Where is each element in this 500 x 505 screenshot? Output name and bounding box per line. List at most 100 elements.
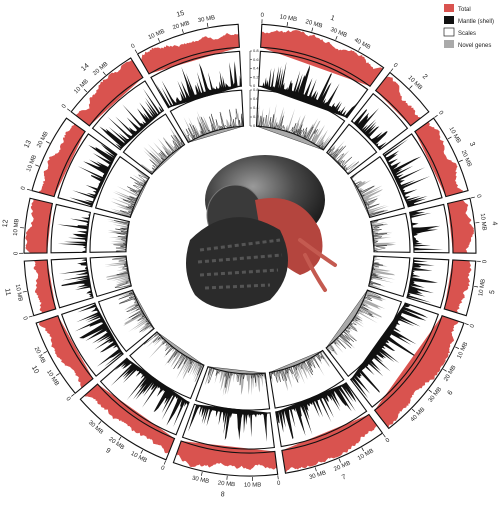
- tick-mark: [409, 86, 412, 89]
- tick-label: 0: [64, 396, 71, 403]
- tick-mark: [43, 351, 47, 353]
- novel-genes-track: [112, 290, 154, 333]
- tick-mark: [455, 347, 459, 349]
- legend-swatch: [444, 28, 454, 36]
- tick-mark: [429, 390, 432, 392]
- tick-label: 10 MB: [279, 14, 297, 23]
- tick-mark: [141, 450, 143, 454]
- tick-label: 20 MB: [172, 20, 190, 31]
- tick-mark: [434, 115, 437, 117]
- tick-mark: [56, 373, 59, 375]
- legend-label: Scales: [458, 31, 476, 37]
- tick-mark: [359, 47, 361, 51]
- tick-label: 30 MB: [329, 27, 347, 39]
- tick-label: 10 MB: [130, 451, 148, 464]
- tick-mark: [339, 459, 341, 463]
- tick-label: 10 MB: [478, 279, 487, 297]
- chromosome-label: 6: [447, 389, 455, 396]
- tick-label: 10 MB: [26, 154, 38, 172]
- tick-mark: [29, 316, 33, 317]
- mantle-track: [407, 258, 444, 303]
- track-frame: [376, 72, 429, 125]
- total-track: [177, 441, 277, 470]
- chromosome-label: 7: [341, 474, 347, 482]
- tick-label: 10 MB: [448, 126, 462, 144]
- novel-genes-track: [110, 168, 149, 217]
- tick-label: 0: [470, 323, 477, 329]
- tick-mark: [84, 89, 87, 92]
- tick-mark: [182, 29, 183, 33]
- tick-mark: [465, 323, 469, 324]
- tick-mark: [336, 36, 338, 40]
- tick-mark: [474, 286, 478, 287]
- tick-mark: [312, 28, 313, 32]
- mantle-track: [57, 212, 90, 252]
- tick-label: 10 MB: [148, 29, 166, 41]
- total-track: [84, 384, 175, 453]
- chromosome-label: 4: [491, 221, 498, 226]
- axis-label: 0.6: [253, 96, 259, 101]
- total-track: [34, 260, 56, 313]
- tick-label: 10 MB: [357, 448, 375, 462]
- tick-label: 0: [160, 465, 166, 472]
- axis-label: 0.6: [253, 57, 259, 62]
- tick-mark: [391, 69, 393, 72]
- legend-label: Mantle (shell): [458, 19, 494, 25]
- axis-label: 0.8: [253, 48, 259, 53]
- tick-mark: [412, 409, 415, 412]
- chromosome-label: 11: [3, 288, 11, 296]
- tick-mark: [119, 437, 121, 440]
- tick-label: 30 MB: [87, 420, 104, 436]
- tick-mark: [27, 189, 31, 190]
- tick-label: 20 MB: [33, 346, 46, 364]
- tick-mark: [287, 22, 288, 26]
- tick-label: 0: [130, 43, 136, 50]
- tick-label: 10 MB: [479, 213, 487, 231]
- tick-mark: [443, 369, 446, 371]
- total-track: [141, 33, 239, 74]
- novel-genes-track: [146, 332, 204, 382]
- legend: Total Mantle (shell) Scales Novel genes: [444, 4, 494, 49]
- chromosome-label: 3: [468, 141, 476, 148]
- tick-mark: [46, 141, 50, 143]
- chromosome-label: 13: [23, 139, 33, 149]
- chromosome: 010 MB2: [327, 62, 429, 174]
- chromosome-label: 2: [421, 73, 429, 81]
- tick-label: 10 MB: [457, 341, 470, 359]
- chromosome-label: 8: [220, 491, 225, 498]
- tick-label: 20 MB: [217, 481, 235, 489]
- tick-label: 0: [482, 259, 488, 263]
- axis-label: 0.8: [253, 87, 259, 92]
- novel-genes-track: [104, 256, 131, 288]
- tick-label: 30 MB: [198, 15, 216, 24]
- tick-label: 10 MB: [14, 284, 23, 302]
- tick-mark: [23, 291, 27, 292]
- legend-swatch: [444, 4, 454, 12]
- tick-label: 40 MB: [353, 37, 371, 51]
- tick-label: 0: [475, 194, 482, 199]
- tick-mark: [459, 160, 463, 162]
- tick-label: 0: [385, 437, 392, 444]
- chromosome-label: 9: [104, 447, 111, 455]
- tick-label: 20 MB: [443, 365, 457, 383]
- chromosome-label: 1: [329, 15, 335, 23]
- tick-mark: [98, 421, 101, 424]
- tick-label: 10 MB: [13, 218, 21, 236]
- axis-label: 0.2: [253, 74, 259, 79]
- tick-mark: [448, 137, 451, 139]
- axis-label: 0.4: [253, 105, 259, 110]
- chromosome-label: 15: [176, 10, 186, 19]
- axis-label: 0: [253, 123, 256, 128]
- axis-label: 0.2: [253, 114, 259, 119]
- novel-genes-track: [178, 110, 243, 142]
- tick-mark: [71, 394, 74, 397]
- legend-swatch: [444, 40, 454, 48]
- tick-mark: [471, 197, 475, 198]
- mantle-track: [410, 209, 443, 253]
- chromosome-label: 5: [489, 290, 497, 295]
